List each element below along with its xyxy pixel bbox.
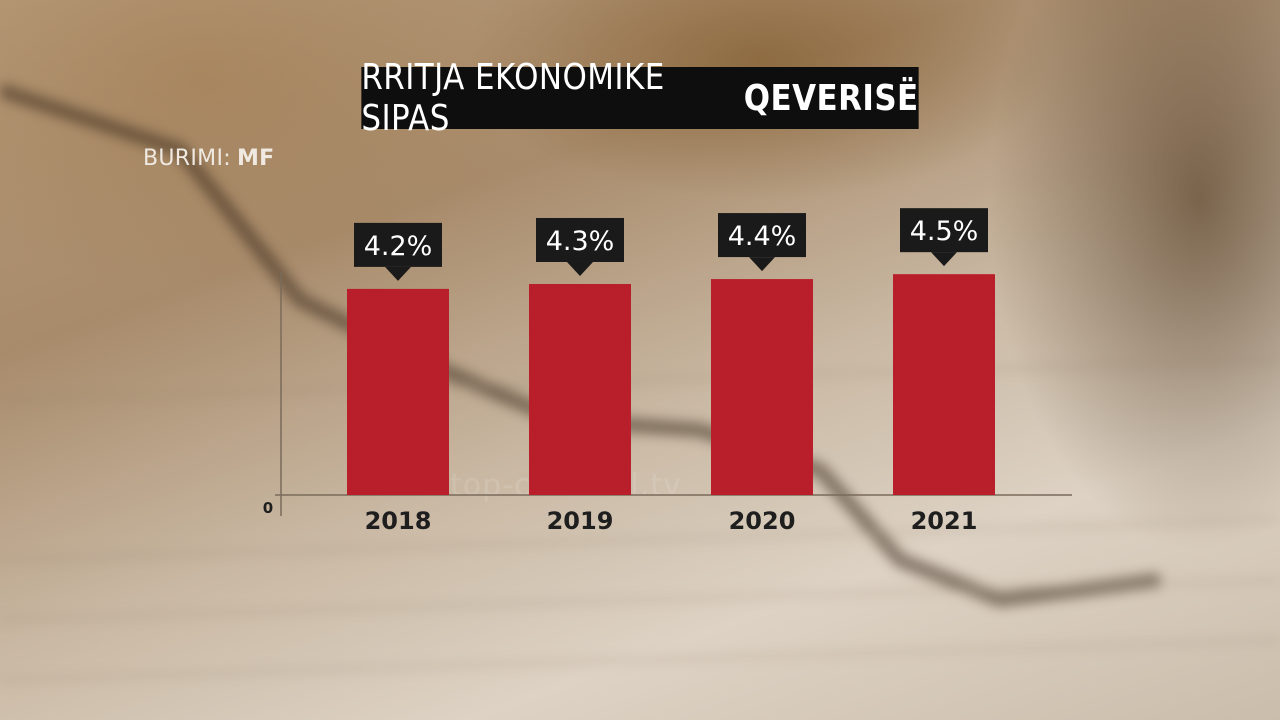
x-tick-label: 2019 (547, 507, 614, 535)
data-label-box (536, 217, 624, 262)
bar-2018 (347, 288, 449, 495)
x-tick-label: 2018 (365, 507, 432, 535)
title-regular: RRITJA EKONOMIKE SIPAS (361, 57, 665, 139)
data-label: 4.4% (728, 221, 797, 252)
x-tick-label: 2021 (911, 507, 978, 535)
y-tick-label: 0 (263, 499, 273, 517)
title-bold: QEVERISË (743, 77, 919, 119)
data-label-pointer (749, 257, 775, 272)
bar-2020 (711, 279, 813, 495)
data-label-pointer (931, 252, 957, 267)
data-label: 4.5% (910, 216, 979, 247)
source-value: MF (236, 146, 275, 171)
data-label-box (718, 213, 806, 258)
data-label-box (354, 222, 442, 267)
data-label: 4.2% (364, 231, 433, 262)
chart-title: RRITJA EKONOMIKE SIPAS QEVERISË (361, 57, 919, 139)
data-label-box (900, 208, 988, 253)
x-tick-label: 2020 (729, 507, 796, 535)
bar-2019 (529, 283, 631, 495)
bar-2021 (893, 274, 995, 495)
data-label-pointer (385, 266, 411, 281)
data-label: 4.3% (546, 226, 615, 257)
source-label: BURIMI: (143, 146, 231, 171)
data-label-pointer (567, 261, 593, 276)
source-note: BURIMI: MF (143, 146, 274, 171)
